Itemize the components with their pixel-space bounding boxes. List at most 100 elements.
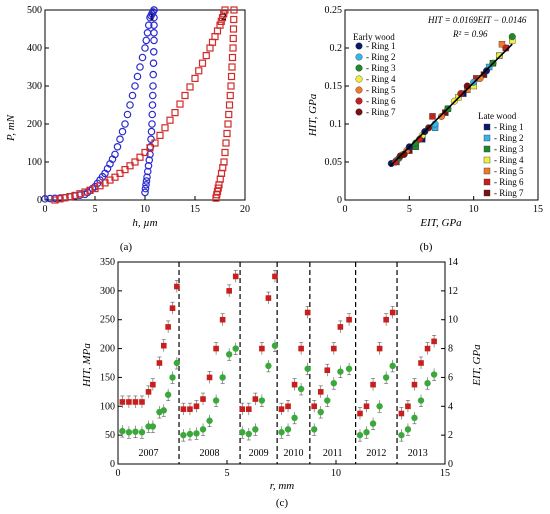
x-tick-label: 0 [116, 468, 121, 479]
y-tick-label: 0.05 [325, 157, 343, 168]
curve-1-point [41, 195, 49, 203]
curve-2-point [136, 153, 144, 161]
x-tick-label: 15 [533, 204, 543, 215]
legend-late-label: - Ring 7 [494, 188, 524, 198]
legend-early-marker [355, 64, 363, 72]
modulus-point [291, 381, 298, 388]
curve-1-point [116, 135, 124, 144]
hardness-point [232, 345, 239, 352]
hardness-point [311, 426, 318, 433]
panel-c-label: (c) [276, 497, 289, 509]
y-tick-label: 0.15 [325, 81, 343, 92]
curve-1-point [133, 72, 142, 81]
panel-b-equation: HIT = 0.0169EIT − 0.0146 [427, 15, 527, 25]
curve-2-point [56, 195, 64, 203]
legend-late-label: - Ring 1 [494, 122, 524, 132]
curve-2-point [229, 25, 238, 33]
modulus-point [206, 374, 213, 381]
modulus-point [213, 345, 219, 352]
curve-1-point [144, 162, 153, 170]
curve-2-point [230, 15, 238, 24]
x-tick-label: 10 [140, 204, 150, 215]
panel-c: 2007 2008 2009 2010 2011 2012 2013 0 5 10 1505010… [81, 257, 483, 509]
hardness-point [404, 426, 412, 433]
hardness-point [199, 426, 207, 433]
legend-late-label: - Ring 5 [494, 166, 524, 176]
curve-1-point [142, 177, 151, 185]
curve-1-point [142, 36, 151, 45]
modulus-point [272, 273, 278, 280]
x-tick-label: 5 [93, 204, 98, 215]
legend-early-marker [355, 53, 363, 61]
panel-b: 0 5 10 15 0 0.05 0.1 0.15 0.2 0.25 HIT, GPa EIT, … [307, 5, 543, 253]
panel-b-legend-early-title: Early wood [353, 32, 395, 42]
curve-2-point [217, 17, 225, 25]
panel-b-marks [387, 33, 516, 168]
curve-2-point [61, 194, 69, 202]
modulus-point [187, 406, 193, 412]
x-tick-label: 15 [440, 468, 450, 479]
hardness-point [317, 408, 324, 416]
curve-1-point [148, 101, 157, 109]
hardness-point [239, 429, 246, 436]
fit-line [389, 43, 513, 167]
curve-1-point [148, 120, 156, 128]
modulus-point [139, 399, 145, 405]
modulus-point [174, 283, 180, 290]
curve-2-point [151, 139, 159, 147]
y-tick-label: 300 [27, 81, 42, 92]
modulus-point [246, 406, 252, 412]
year-label: 2009 [249, 448, 269, 459]
hardness-point [252, 426, 259, 433]
hardness-point [132, 428, 139, 435]
curve-2-point [51, 196, 59, 204]
modulus-point [346, 316, 352, 323]
modulus-point [424, 345, 431, 352]
hardness-point [164, 391, 172, 398]
panel-b-xlabel: EIT, GPa [419, 217, 462, 229]
curve-1-point [149, 47, 158, 56]
year-label: 2008 [200, 448, 220, 459]
curve-2-point [202, 51, 210, 60]
legend-early-marker [355, 108, 363, 116]
modulus-point [389, 309, 396, 316]
legend-early-marker [355, 75, 363, 83]
y-tick-right-label: 10 [448, 315, 458, 326]
curve-1-point [147, 127, 156, 136]
curve-2-point [66, 192, 74, 201]
year-label: 2007 [139, 448, 159, 459]
x-tick-label: 0 [343, 204, 348, 215]
curve-1-point [118, 127, 127, 136]
curve-2-point [141, 148, 149, 157]
hardness-point [417, 397, 425, 404]
curve-1-point [126, 101, 134, 109]
modulus-point [180, 406, 187, 412]
y-tick-right-label: 12 [448, 286, 458, 297]
curve-2-point [220, 10, 228, 18]
hardness-point [138, 429, 146, 436]
y-tick-right-label: 8 [448, 344, 453, 355]
curve-2-point [111, 173, 119, 181]
year-label: 2011 [323, 448, 343, 459]
hardness-point [382, 374, 390, 381]
modulus-point [193, 403, 200, 410]
modulus-point [226, 288, 232, 294]
hardness-point [219, 374, 226, 381]
legend-late-marker [483, 134, 491, 142]
legend-early-label: - Ring 5 [366, 85, 396, 95]
modulus-point [357, 410, 363, 417]
legend-late-label: - Ring 6 [494, 177, 524, 187]
modulus-point [418, 360, 424, 366]
modulus-point [169, 305, 176, 311]
hardness-point [304, 365, 311, 372]
curve-2-point [146, 144, 154, 152]
modulus-point [132, 399, 139, 405]
year-label: 2010 [283, 448, 303, 459]
modulus-point [411, 381, 418, 388]
modulus-point [150, 381, 156, 388]
late-wood-point [429, 113, 436, 120]
hardness-point [169, 374, 176, 381]
y-tick-right-label: 4 [448, 401, 453, 412]
y-tick-label: 200 [27, 119, 42, 130]
